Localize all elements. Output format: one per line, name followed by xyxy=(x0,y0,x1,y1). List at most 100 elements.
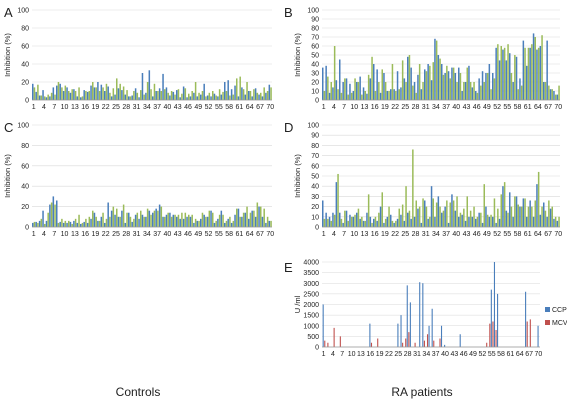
y-tick-label: 50 xyxy=(311,53,319,60)
bar xyxy=(371,222,373,227)
bar xyxy=(62,91,65,100)
bar xyxy=(364,91,366,100)
x-tick-label: 22 xyxy=(391,231,399,238)
bar xyxy=(344,78,346,100)
y-tick-label: 20 xyxy=(311,80,319,87)
bar xyxy=(469,82,472,100)
bar xyxy=(441,212,443,227)
bar xyxy=(167,212,169,227)
bar xyxy=(515,56,518,100)
bar xyxy=(458,67,460,100)
bar xyxy=(62,222,65,227)
bar xyxy=(212,91,214,100)
bar xyxy=(337,173,339,227)
bar xyxy=(146,208,149,227)
bar xyxy=(35,91,37,100)
bar xyxy=(83,90,85,100)
bar xyxy=(158,204,161,227)
bar xyxy=(119,83,121,100)
bar xyxy=(251,210,253,227)
bar xyxy=(59,83,61,100)
bar xyxy=(194,82,197,100)
bar xyxy=(191,91,193,100)
bar xyxy=(40,95,43,100)
bar xyxy=(322,67,324,100)
bar xyxy=(153,83,156,100)
bar xyxy=(391,220,394,227)
bar xyxy=(109,92,111,100)
bar xyxy=(548,85,550,100)
bar xyxy=(188,93,190,100)
x-tick-label: 10 xyxy=(61,104,69,111)
panel-letter-c: C xyxy=(4,120,13,135)
y-tick-label: 40 xyxy=(311,184,319,191)
bar xyxy=(186,97,188,100)
bar xyxy=(471,87,474,100)
bar xyxy=(454,210,457,227)
bar xyxy=(33,221,36,227)
bar xyxy=(117,216,120,227)
bar xyxy=(222,214,224,227)
bar xyxy=(328,92,331,100)
x-tick-label: 16 xyxy=(371,231,379,238)
bar xyxy=(246,82,248,100)
bar xyxy=(357,208,360,227)
bar xyxy=(73,220,75,227)
x-tick-label: 43 xyxy=(174,104,182,111)
bar xyxy=(61,218,63,227)
y-tick-label: 100 xyxy=(307,8,319,15)
bar xyxy=(439,58,441,100)
bar xyxy=(172,214,175,227)
bar xyxy=(332,212,334,227)
x-tick-label: 4 xyxy=(332,231,336,238)
y-tick-label: 2000 xyxy=(303,302,319,309)
x-tick-label: 19 xyxy=(376,351,384,358)
bar xyxy=(176,90,178,100)
bar xyxy=(169,95,171,100)
bar xyxy=(155,208,157,227)
bar xyxy=(395,91,397,100)
bar xyxy=(447,71,450,100)
bar xyxy=(458,216,460,227)
legend-swatch xyxy=(545,307,550,312)
bar xyxy=(376,220,378,227)
x-tick-label: 37 xyxy=(432,351,440,358)
bar xyxy=(116,78,118,100)
bar xyxy=(335,182,338,227)
x-tick-label: 22 xyxy=(391,104,399,111)
bar xyxy=(432,62,434,100)
bar xyxy=(498,218,501,227)
bar xyxy=(442,74,445,100)
bar xyxy=(347,94,349,100)
bar xyxy=(509,53,511,100)
bar xyxy=(362,220,365,227)
bar xyxy=(339,59,341,100)
bar xyxy=(152,212,154,227)
bar xyxy=(439,206,441,227)
bar xyxy=(492,73,494,100)
bar xyxy=(54,94,56,100)
y-tick-label: 1500 xyxy=(303,313,319,320)
bar xyxy=(153,210,156,227)
bar xyxy=(167,92,169,100)
bar xyxy=(201,212,204,227)
bar xyxy=(162,73,164,100)
x-tick-label: 28 xyxy=(404,351,412,358)
bar xyxy=(383,73,385,100)
bar xyxy=(50,202,53,227)
x-tick-label: 10 xyxy=(350,231,358,238)
bar xyxy=(112,206,115,227)
bar xyxy=(35,221,37,227)
x-tick-label: 61 xyxy=(236,231,244,238)
bar xyxy=(342,222,344,227)
bar xyxy=(169,212,171,227)
x-tick-label: 46 xyxy=(473,104,481,111)
bar xyxy=(447,222,450,227)
bar xyxy=(536,184,538,227)
bar xyxy=(230,89,233,100)
bar xyxy=(324,340,326,348)
bar xyxy=(425,71,428,100)
bar xyxy=(218,89,221,100)
